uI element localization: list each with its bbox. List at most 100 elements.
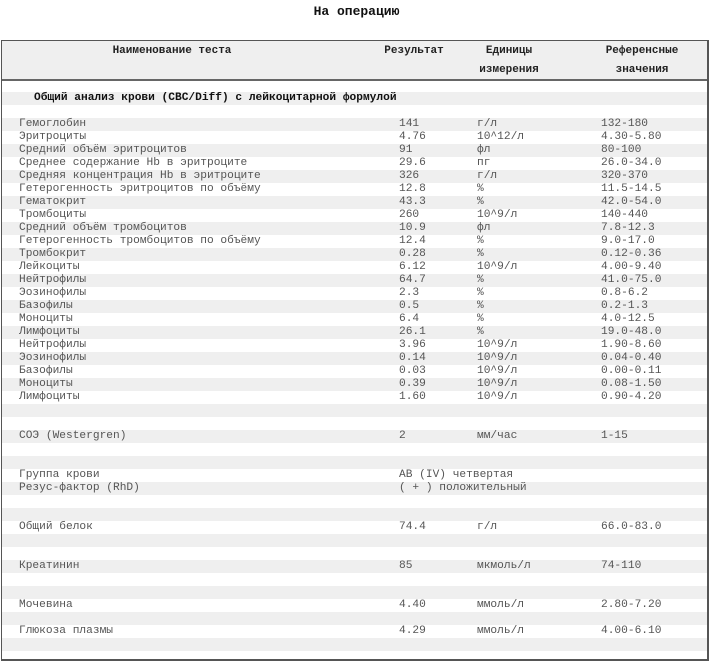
reference-range: 0.8-6.2 [601, 287, 648, 299]
section-title: Общий анализ крови (CBC/Diff) с лейкоцит… [34, 92, 397, 104]
test-name: Средний объём эритроцитов [19, 144, 187, 156]
table-row: Гемоглобин 141 г/л 132-180 [2, 118, 707, 131]
reference-range: 9.0-17.0 [601, 235, 655, 247]
table-row: Нейтрофилы 3.96 10^9/л 1.90-8.60 [2, 339, 707, 352]
blank-row [2, 79, 707, 92]
unit: % [477, 313, 484, 325]
reference-range: 0.00-0.11 [601, 365, 662, 377]
header-units-line1: Единицы [485, 45, 533, 57]
blank-row [2, 638, 707, 651]
blank-row [2, 547, 707, 560]
test-name: Гемоглобин [19, 118, 87, 130]
test-name: Средняя концентрация Hb в эритроците [19, 170, 261, 182]
reference-range: 0.04-0.40 [601, 352, 662, 364]
test-name: Нейтрофилы [19, 339, 87, 351]
result-value: 10.9 [399, 222, 426, 234]
header-units-line2: измерения [479, 64, 539, 76]
result-value: 4.29 [399, 625, 426, 637]
result-value: 74.4 [399, 521, 426, 533]
unit: 10^9/л [477, 378, 518, 390]
table-row: Моноциты 0.39 10^9/л 0.08-1.50 [2, 378, 707, 391]
table-row: Группа крови AB (IV) четвертая [2, 469, 707, 482]
table-row: Нейтрофилы 64.7% 41.0-75.0 [2, 274, 707, 287]
result-value: 12.4 [399, 235, 426, 247]
result-value: 43.3 [399, 196, 426, 208]
unit: мм/час [477, 430, 518, 442]
reference-range: 80-100 [601, 144, 642, 156]
test-name: Лимфоциты [19, 391, 80, 403]
unit: 10^9/л [477, 352, 518, 364]
unit: мкмоль/л [477, 560, 531, 572]
page-title: На операцию [313, 4, 400, 19]
result-value: 85 [399, 560, 413, 572]
result-value: 0.14 [399, 352, 426, 364]
blank-row [2, 495, 707, 508]
reference-range: 42.0-54.0 [601, 196, 662, 208]
result-value: 12.8 [399, 183, 426, 195]
reference-range: 0.12-0.36 [601, 248, 662, 260]
header-reference-line2: значения [615, 64, 669, 76]
unit: % [477, 196, 484, 208]
reference-range: 4.0-12.5 [601, 313, 655, 325]
reference-range: 74-110 [601, 560, 642, 572]
test-name: СОЭ (Westergren) [19, 430, 127, 442]
result-value: AB (IV) четвертая [399, 469, 514, 481]
reference-range: 19.0-48.0 [601, 326, 662, 338]
header-test-name: Наименование теста [112, 45, 232, 57]
blank-row [2, 651, 707, 659]
test-name: Мочевина [19, 599, 73, 611]
reference-range: 26.0-34.0 [601, 157, 662, 169]
table-row: Моноциты 6.4% 4.0-12.5 [2, 313, 707, 326]
blank-row [2, 508, 707, 521]
result-value: 26.1 [399, 326, 426, 338]
table-header: Наименование теста Результат Единицы изм… [2, 41, 707, 81]
test-name: Эозинофилы [19, 287, 87, 299]
reference-range: 7.8-12.3 [601, 222, 655, 234]
table-row: Эозинофилы 0.14 10^9/л 0.04-0.40 [2, 352, 707, 365]
table-row: Лимфоциты 1.60 10^9/л 0.90-4.20 [2, 391, 707, 404]
table-row: Тромбокрит 0.28% 0.12-0.36 [2, 248, 707, 261]
unit: г/л [477, 170, 498, 182]
table-row: Лейкоциты 6.12 10^9/л 4.00-9.40 [2, 261, 707, 274]
table-row: Среднее содержание Hb в эритроците 29.6 пг… [2, 157, 707, 170]
reference-range: 41.0-75.0 [601, 274, 662, 286]
table-row: Резус-фактор (RhD) ( + ) положительный [2, 482, 707, 495]
test-name: Лейкоциты [19, 261, 80, 273]
blank-row [2, 404, 707, 417]
test-name: Глюкоза плазмы [19, 625, 113, 637]
reference-range: 1.90-8.60 [601, 339, 662, 351]
table-row: Мочевина 4.40 ммоль/л 2.80-7.20 [2, 599, 707, 612]
blank-row [2, 417, 707, 430]
test-name: Гетерогенность тромбоцитов по объёму [19, 235, 261, 247]
result-value: 64.7 [399, 274, 426, 286]
unit: % [477, 274, 484, 286]
table-row: Эритроциты 4.76 10^12/л 4.30-5.80 [2, 131, 707, 144]
unit: 10^9/л [477, 339, 518, 351]
table-row: Тромбоциты 260 10^9/л 140-440 [2, 209, 707, 222]
reference-range: 0.08-1.50 [601, 378, 662, 390]
reference-range: 11.5-14.5 [601, 183, 662, 195]
unit: фл [477, 222, 491, 234]
section-heading-row: Общий анализ крови (CBC/Diff) с лейкоцит… [2, 92, 707, 105]
test-name: Гетерогенность эритроцитов по объёму [19, 183, 261, 195]
test-name: Базофилы [19, 300, 73, 312]
table-row: Глюкоза плазмы 4.29 ммоль/л 4.00-6.10 [2, 625, 707, 638]
table-row: Средний объём эритроцитов 91 фл 80-100 [2, 144, 707, 157]
unit: г/л [477, 118, 498, 130]
blank-row [2, 105, 707, 118]
test-name: Моноциты [19, 313, 73, 325]
blank-row [2, 586, 707, 599]
reference-range: 66.0-83.0 [601, 521, 662, 533]
header-result: Результат [384, 45, 444, 57]
unit: % [477, 300, 484, 312]
result-value: 260 [399, 209, 420, 221]
unit: г/л [477, 521, 498, 533]
test-name: Креатинин [19, 560, 80, 572]
test-name: Средний объём тромбоцитов [19, 222, 187, 234]
test-name: Нейтрофилы [19, 274, 87, 286]
unit: фл [477, 144, 491, 156]
reference-range: 320-370 [601, 170, 648, 182]
unit: % [477, 326, 484, 338]
unit: 10^9/л [477, 391, 518, 403]
unit: пг [477, 157, 491, 169]
